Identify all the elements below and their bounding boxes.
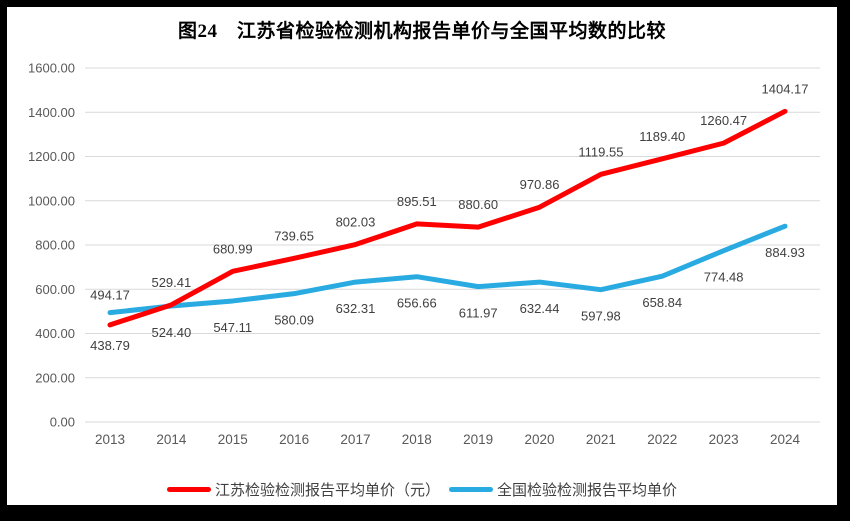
data-label: 632.31 (336, 301, 376, 316)
page-frame: 图24 江苏省检验检测机构报告单价与全国平均数的比较 0.00 200.00 400… (7, 7, 837, 505)
data-label: 658.84 (642, 295, 682, 310)
data-label: 895.51 (397, 194, 437, 209)
legend-label-jiangsu: 江苏检验检测报告平均单价（元） (214, 481, 440, 499)
x-axis-label: 2020 (525, 432, 555, 447)
y-axis-label: 1600.00 (28, 61, 75, 76)
x-axis-label: 2024 (770, 432, 801, 447)
legend-item-jiangsu: 江苏检验检测报告平均单价（元） (166, 479, 440, 500)
line-chart: 0.00 200.00 400.00 600.00 800.00 1000.00 1200.… (28, 61, 820, 447)
data-label: 438.79 (90, 338, 130, 353)
data-label: 547.11 (213, 320, 252, 335)
data-label: 632.44 (520, 301, 560, 316)
data-label: 580.09 (274, 313, 314, 328)
data-label: 680.99 (213, 241, 253, 256)
national-series-line (107, 223, 788, 316)
data-label: 802.03 (336, 215, 376, 230)
jiangsu-series-line (107, 108, 788, 328)
y-axis-label: 600.00 (35, 282, 75, 297)
x-axis-label: 2017 (340, 432, 370, 447)
data-label: 884.93 (765, 245, 805, 260)
legend-swatch-national (449, 486, 493, 492)
data-label: 524.40 (151, 325, 191, 340)
data-label: 970.86 (520, 177, 560, 192)
data-label: 774.48 (704, 270, 744, 285)
x-axis-label: 2021 (586, 432, 616, 447)
x-axis-label: 2013 (95, 432, 125, 447)
y-axis-label: 1200.00 (28, 149, 75, 164)
data-label: 1260.47 (700, 113, 747, 128)
x-axis-label: 2014 (156, 432, 187, 447)
y-axis-label: 200.00 (35, 370, 75, 385)
data-label: 880.60 (458, 197, 498, 212)
x-axis-label: 2015 (218, 432, 248, 447)
legend-label-national: 全国检验检测报告平均单价 (497, 481, 678, 499)
x-axis-label: 2019 (463, 432, 493, 447)
data-label: 1189.40 (639, 129, 685, 144)
data-label: 494.17 (90, 288, 130, 303)
x-axis-label: 2018 (402, 432, 432, 447)
y-axis-label: 400.00 (35, 326, 75, 341)
x-axis-label: 2023 (709, 432, 739, 447)
y-axis-label: 800.00 (35, 238, 75, 253)
data-label: 597.98 (581, 309, 621, 324)
data-label: 739.65 (274, 228, 314, 243)
legend-swatch-jiangsu (166, 486, 211, 492)
data-label: 656.66 (397, 296, 437, 311)
data-label: 1404.17 (762, 81, 809, 96)
x-axis-label: 2022 (647, 432, 677, 447)
data-label: 1119.55 (578, 144, 623, 159)
x-axis-label: 2016 (279, 432, 309, 447)
y-axis-label: 0.00 (50, 415, 75, 430)
data-label: 611.97 (459, 306, 498, 321)
y-axis-label: 1000.00 (28, 193, 75, 208)
chart-legend: 江苏检验检测报告平均单价（元） 全国检验检测报告平均单价 (7, 478, 837, 500)
y-axis-label: 1400.00 (28, 105, 75, 120)
legend-item-national: 全国检验检测报告平均单价 (449, 479, 677, 500)
data-label: 529.41 (151, 275, 191, 290)
chart-title: 图24 江苏省检验检测机构报告单价与全国平均数的比较 (177, 21, 666, 42)
